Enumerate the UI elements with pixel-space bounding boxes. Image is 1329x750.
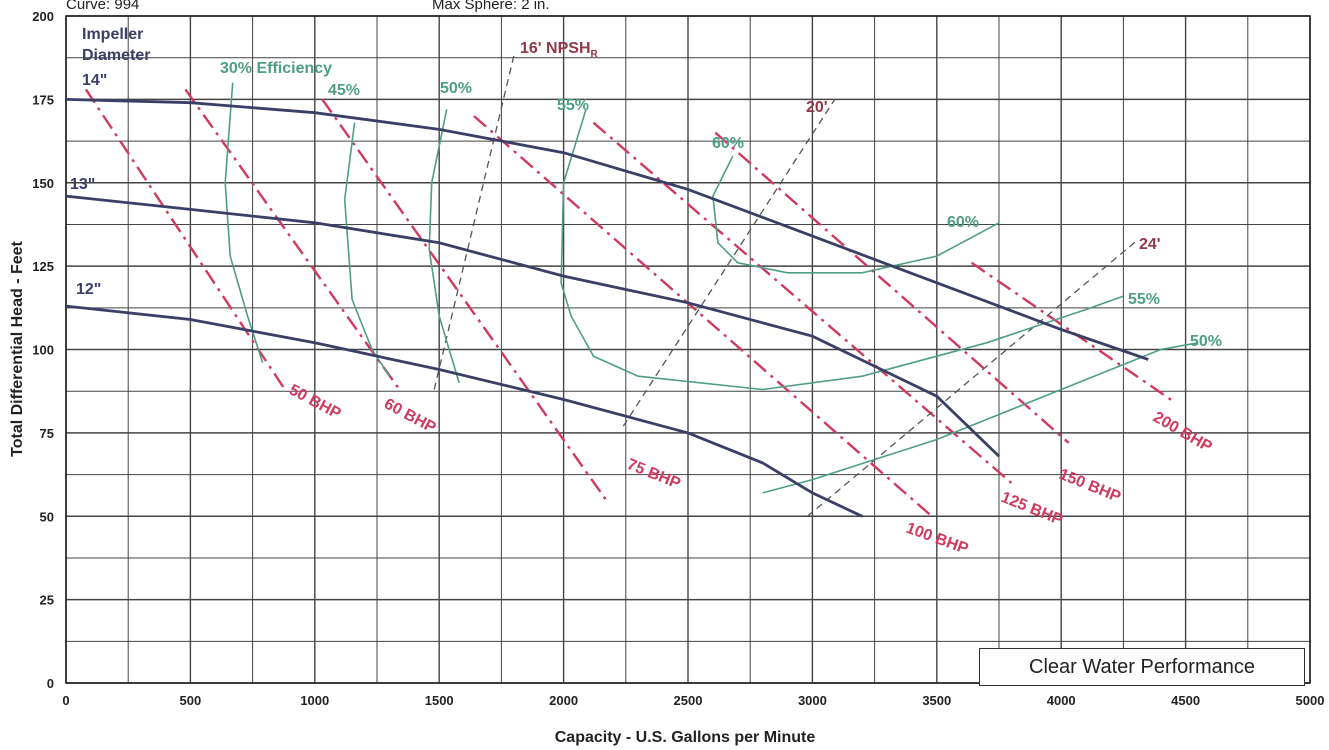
x-tick-label: 1500 <box>425 693 454 708</box>
efficiency-curve-55 <box>560 109 1124 391</box>
efficiency-label-55: 55% <box>1128 291 1160 308</box>
bhp-label-75-bhp: 75 BHP <box>625 456 684 493</box>
bhp-line-50-bhp <box>84 88 286 391</box>
grid <box>65 15 1311 684</box>
axis-ticks: 0 500 1000 1500 2000 2500 3000 3500 4000 4500 5000… <box>32 9 1324 708</box>
bhp-lines <box>84 88 1177 518</box>
bhp-label-60-bhp: 60 BHP <box>381 396 439 437</box>
x-tick-label: 3000 <box>798 693 827 708</box>
efficiency-label-55: 55% <box>557 97 589 114</box>
y-tick-label: 125 <box>32 259 54 274</box>
impeller-curve-12 <box>65 304 863 518</box>
efficiency-label-50: 50% <box>440 80 472 97</box>
npsh-line-20 <box>622 99 836 427</box>
efficiency-label-45: 45% <box>328 82 360 99</box>
curve-number-label: Curve: 994 <box>66 0 140 13</box>
bhp-line-150-bhp <box>714 131 1070 444</box>
impeller-label-12: 12" <box>76 281 101 298</box>
impeller-label-14: 14" <box>82 72 107 89</box>
y-tick-label: 100 <box>32 343 54 358</box>
efficiency-label-60: 60% <box>947 214 979 231</box>
npsh-line-16-npsh <box>433 55 515 390</box>
efficiency-curve-60 <box>712 155 1000 274</box>
x-axis-title: Capacity - U.S. Gallons per Minute <box>555 729 816 746</box>
y-tick-label: 175 <box>32 92 54 107</box>
y-tick-label: 200 <box>32 9 54 24</box>
npsh-label-20: 20' <box>806 99 828 116</box>
x-tick-label: 1000 <box>300 693 329 708</box>
npsh-lines <box>433 55 1139 517</box>
efficiency-label-60: 60% <box>712 135 744 152</box>
plot-frame <box>65 15 1311 684</box>
bhp-label-125-bhp: 125 BHP <box>999 489 1066 529</box>
max-sphere-label: Max Sphere: 2 in. <box>432 0 550 13</box>
efficiency-curve-50 <box>762 342 1199 494</box>
efficiency-label-50: 50% <box>1190 333 1222 350</box>
impeller-curve-13 <box>65 194 1000 458</box>
bhp-line-100-bhp <box>473 115 933 518</box>
y-tick-label: 0 <box>47 676 54 691</box>
impeller-label-13: 13" <box>70 176 95 193</box>
x-tick-label: 4000 <box>1047 693 1076 708</box>
clear-water-performance-box: Clear Water Performance <box>979 648 1305 686</box>
y-tick-label: 150 <box>32 176 54 191</box>
y-tick-label: 25 <box>40 593 54 608</box>
efficiency-curves <box>224 82 1199 494</box>
y-axis-title: Total Differential Head - Feet <box>9 240 26 456</box>
efficiency-curve-30-efficiency <box>224 82 264 364</box>
y-tick-label: 75 <box>40 426 54 441</box>
efficiency-label-30-efficiency: 30% Efficiency <box>220 60 332 77</box>
x-tick-label: 0 <box>62 693 69 708</box>
impeller-curves <box>65 98 1149 518</box>
bhp-label-150-bhp: 150 BHP <box>1057 466 1124 506</box>
y-tick-label: 50 <box>40 509 54 524</box>
x-tick-label: 500 <box>180 693 202 708</box>
bhp-line-75-bhp <box>321 98 607 501</box>
x-tick-label: 3500 <box>922 693 951 708</box>
bhp-line-125-bhp <box>592 121 1013 484</box>
npsh-label-16-npsh: 16' NPSHR <box>520 40 599 60</box>
x-tick-label: 2500 <box>674 693 703 708</box>
impeller-heading-line1: Impeller <box>82 26 143 43</box>
npsh-label-24: 24' <box>1139 236 1161 253</box>
impeller-curve-14 <box>65 98 1149 361</box>
impeller-heading-line2: Diameter <box>82 47 150 64</box>
efficiency-curve-50 <box>428 109 460 384</box>
x-tick-label: 4500 <box>1171 693 1200 708</box>
clear-water-performance-label: Clear Water Performance <box>1029 656 1255 678</box>
bhp-line-200-bhp <box>970 261 1177 404</box>
x-tick-label: 2000 <box>549 693 578 708</box>
bhp-line-60-bhp <box>184 88 401 391</box>
x-tick-label: 5000 <box>1296 693 1325 708</box>
efficiency-curve-45 <box>343 122 391 377</box>
